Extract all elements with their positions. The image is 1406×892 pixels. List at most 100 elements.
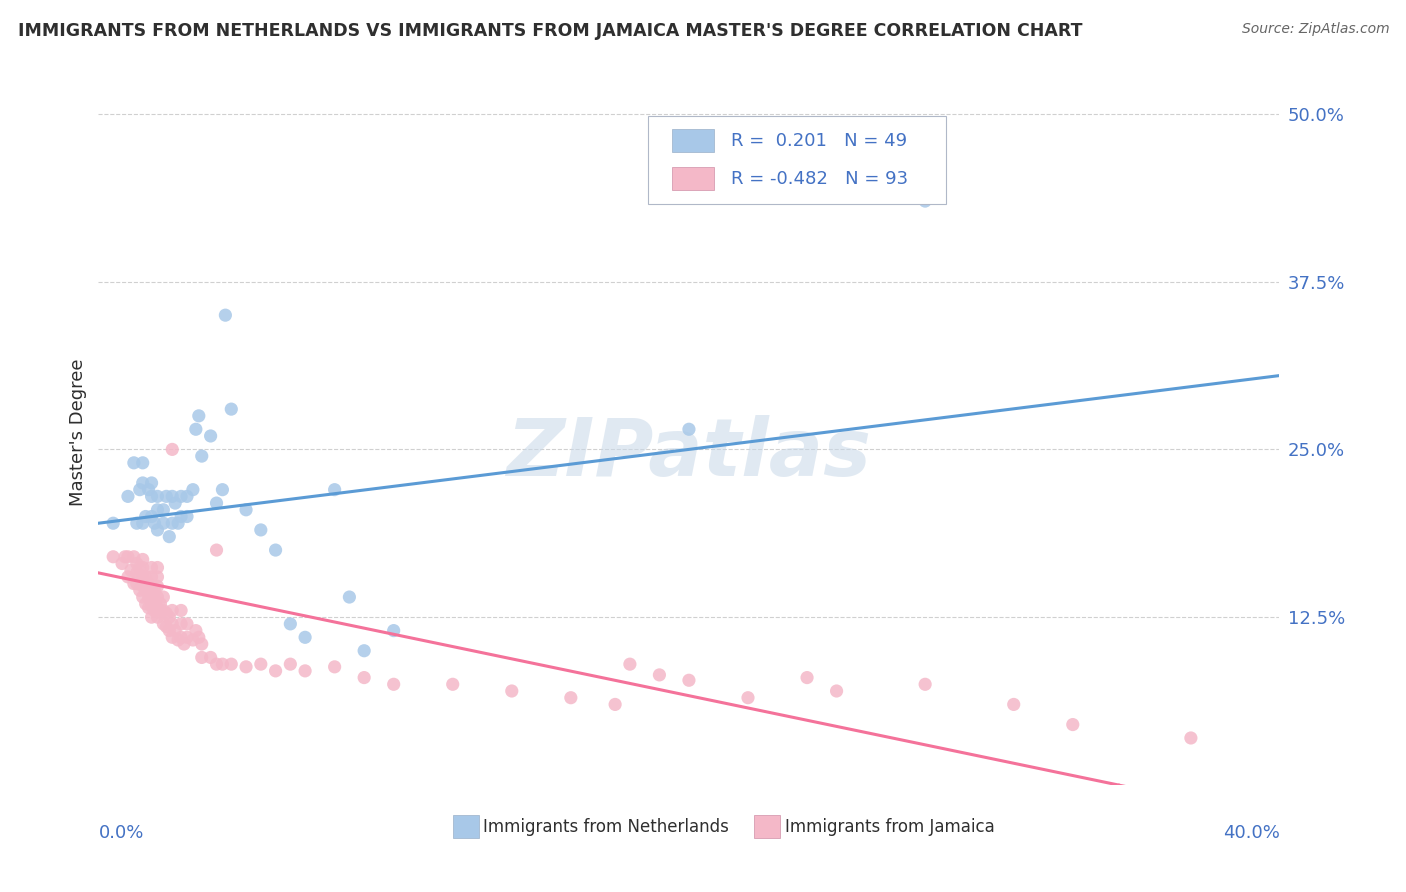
Text: R = -0.482   N = 93: R = -0.482 N = 93	[731, 169, 908, 187]
Point	[128, 483, 150, 497]
Point	[501, 684, 523, 698]
Point	[132, 590, 155, 604]
Point	[181, 632, 204, 647]
Point	[152, 616, 174, 631]
Point	[146, 489, 169, 503]
Point	[176, 616, 198, 631]
Point	[122, 549, 145, 564]
Point	[120, 563, 142, 577]
Point	[146, 570, 169, 584]
Point	[132, 456, 155, 470]
Point	[143, 583, 166, 598]
Point	[141, 579, 163, 593]
Point	[138, 590, 160, 604]
Point	[141, 590, 163, 604]
Point	[149, 606, 172, 620]
Point	[165, 624, 187, 638]
Point	[111, 557, 134, 571]
Point	[382, 624, 405, 638]
Point	[152, 516, 174, 531]
Point	[117, 570, 139, 584]
Point	[162, 442, 183, 457]
Point	[149, 597, 172, 611]
Point	[560, 690, 582, 705]
Point	[170, 509, 193, 524]
Text: 0.0%: 0.0%	[98, 823, 143, 842]
Point	[176, 630, 198, 644]
Point	[162, 616, 183, 631]
Point	[264, 664, 287, 678]
Point	[323, 483, 346, 497]
Point	[132, 552, 155, 566]
Point	[170, 603, 193, 617]
Point	[117, 549, 139, 564]
Point	[605, 698, 627, 712]
Point	[181, 483, 204, 497]
Point	[235, 660, 257, 674]
Text: Immigrants from Jamaica: Immigrants from Jamaica	[785, 818, 994, 836]
Point	[146, 523, 169, 537]
Point	[1002, 698, 1025, 712]
Point	[191, 650, 214, 665]
Point	[737, 690, 759, 705]
Point	[187, 630, 209, 644]
Point	[114, 549, 136, 564]
Point	[141, 560, 163, 574]
Point	[796, 671, 818, 685]
Point	[141, 570, 163, 584]
Point	[250, 523, 273, 537]
Point	[146, 560, 169, 574]
Point	[170, 630, 193, 644]
Point	[103, 516, 125, 531]
Point	[155, 489, 177, 503]
Point	[162, 630, 183, 644]
Point	[165, 496, 187, 510]
Text: ZIPatlas: ZIPatlas	[506, 415, 872, 492]
Point	[146, 590, 169, 604]
Point	[1180, 731, 1202, 745]
Point	[221, 402, 243, 417]
Point	[141, 475, 163, 490]
Point	[103, 549, 125, 564]
Point	[211, 657, 233, 672]
Point	[214, 308, 236, 322]
Point	[648, 668, 671, 682]
Point	[176, 489, 198, 503]
Point	[176, 509, 198, 524]
Point	[170, 616, 193, 631]
Point	[138, 600, 160, 615]
Point	[167, 632, 190, 647]
Point	[323, 660, 346, 674]
Point	[235, 503, 257, 517]
Point	[143, 603, 166, 617]
Point	[184, 624, 207, 638]
Point	[914, 677, 936, 691]
Point	[173, 637, 195, 651]
Point	[157, 624, 180, 638]
Point	[143, 516, 166, 531]
Point	[191, 449, 214, 463]
Point	[141, 509, 163, 524]
Point	[146, 579, 169, 593]
Point	[339, 590, 361, 604]
Point	[152, 503, 174, 517]
Point	[200, 650, 222, 665]
Point	[152, 590, 174, 604]
Point	[122, 576, 145, 591]
Point	[205, 543, 228, 558]
Point	[162, 489, 183, 503]
Point	[157, 610, 180, 624]
Point	[125, 516, 148, 531]
Point	[146, 610, 169, 624]
Point	[141, 599, 163, 614]
Point	[221, 657, 243, 672]
Point	[117, 489, 139, 503]
Text: Immigrants from Netherlands: Immigrants from Netherlands	[484, 818, 730, 836]
Point	[138, 483, 160, 497]
Point	[135, 509, 157, 524]
Point	[132, 579, 155, 593]
Point	[678, 422, 700, 436]
Point	[205, 496, 228, 510]
Point	[128, 570, 150, 584]
Point	[353, 671, 375, 685]
